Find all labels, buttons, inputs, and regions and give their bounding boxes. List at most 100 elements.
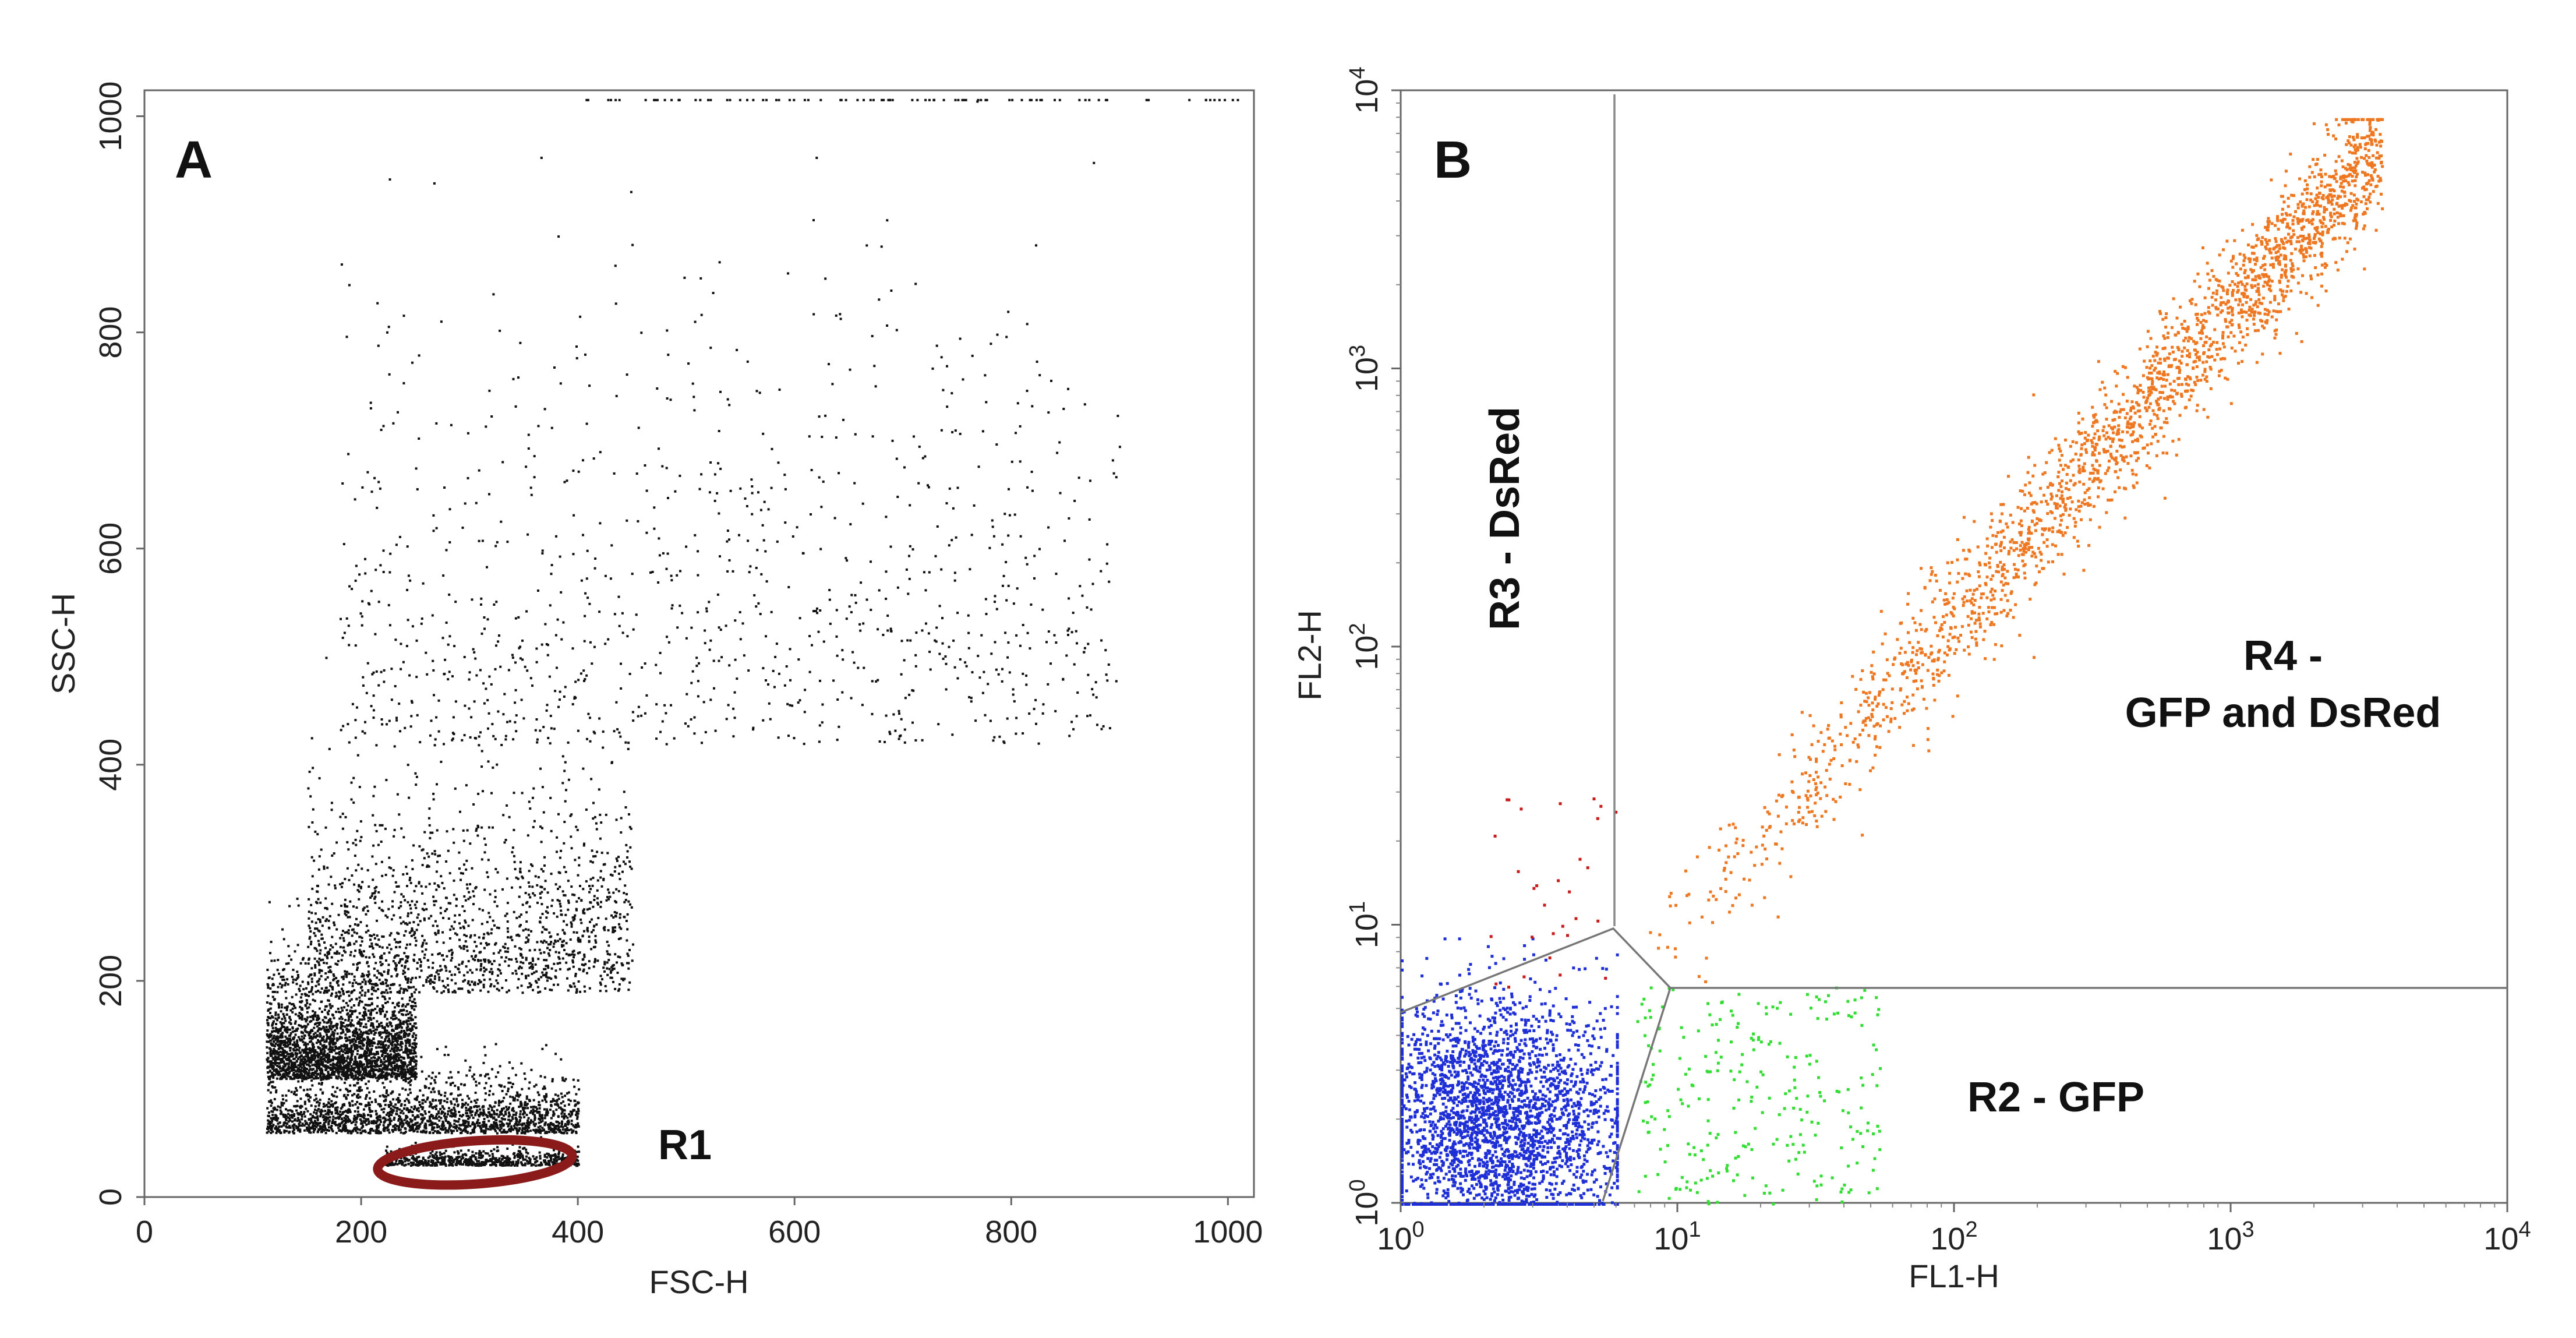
panel-a-point bbox=[314, 1032, 317, 1035]
panel-a-point bbox=[372, 986, 375, 989]
panel-a-point bbox=[386, 1067, 388, 1069]
panel-a-point bbox=[330, 1127, 333, 1129]
panel-a-point bbox=[331, 1037, 334, 1040]
panel-a-point bbox=[266, 969, 269, 971]
panel-a-point bbox=[297, 1070, 300, 1073]
panel-a-point bbox=[462, 1114, 465, 1117]
panel-a-point bbox=[511, 1083, 514, 1085]
panel-a-point bbox=[306, 1031, 309, 1034]
panel-a-point bbox=[383, 1127, 386, 1130]
panel-a-point bbox=[356, 1128, 359, 1131]
panel-a-point bbox=[391, 1061, 394, 1064]
panel-a-point bbox=[391, 1044, 394, 1047]
panel-a-point bbox=[293, 1090, 296, 1093]
panel-a-point bbox=[344, 1125, 347, 1128]
panel-a-point bbox=[433, 1090, 436, 1093]
panel-a-point bbox=[563, 1131, 566, 1134]
panel-a-point bbox=[345, 1064, 348, 1067]
panel-a-point bbox=[309, 1096, 312, 1099]
panel-a-point bbox=[363, 1018, 366, 1021]
panel-a-point bbox=[316, 1030, 319, 1033]
panel-a-point bbox=[453, 1112, 456, 1115]
panel-a-point bbox=[433, 1126, 436, 1129]
panel-a-point bbox=[363, 1031, 365, 1034]
panel-a-point bbox=[407, 1019, 410, 1022]
panel-a-point bbox=[288, 1021, 291, 1024]
panel-a-point bbox=[520, 1062, 523, 1065]
panel-a-point bbox=[296, 1112, 299, 1115]
panel-a-point bbox=[372, 878, 374, 881]
panel-a-point bbox=[404, 966, 407, 969]
panel-a-point bbox=[399, 941, 401, 943]
panel-a-point bbox=[279, 1053, 282, 1056]
panel-a-point bbox=[448, 1125, 451, 1128]
panel-a-point bbox=[397, 1119, 400, 1122]
panel-a-point bbox=[632, 943, 634, 946]
panel-a-point bbox=[397, 1053, 400, 1056]
panel-a-point bbox=[280, 1010, 282, 1013]
panel-a-point bbox=[404, 1127, 407, 1129]
panel-a-point bbox=[473, 1073, 476, 1076]
panel-a-point bbox=[469, 1132, 472, 1135]
panel-a-point bbox=[430, 1115, 433, 1118]
panel-a-point bbox=[347, 990, 350, 993]
panel-a-point bbox=[544, 880, 547, 882]
panel-a-point bbox=[437, 730, 440, 733]
panel-a-point bbox=[348, 1109, 351, 1112]
panel-a-point bbox=[374, 889, 377, 892]
panel-a-point bbox=[393, 1116, 396, 1119]
panel-a-point bbox=[411, 1123, 414, 1126]
panel-a-point bbox=[375, 670, 378, 673]
panel-a-point bbox=[370, 895, 373, 898]
panel-a-point bbox=[332, 1095, 335, 1097]
panel-a-point bbox=[450, 1100, 453, 1103]
panel-a-point bbox=[350, 1006, 353, 1009]
panel-a-point bbox=[282, 1076, 285, 1079]
panel-a-point bbox=[514, 1122, 517, 1125]
panel-a-point bbox=[327, 1129, 330, 1132]
panel-a-point bbox=[361, 972, 364, 975]
panel-a-point bbox=[303, 1072, 306, 1075]
panel-a-point bbox=[362, 1039, 365, 1042]
panel-a-point bbox=[421, 950, 424, 953]
panel-a-point bbox=[561, 1128, 564, 1131]
panel-a-point bbox=[330, 1022, 333, 1025]
panel-a-point bbox=[370, 1053, 373, 1055]
panel-a-point bbox=[375, 744, 378, 747]
panel-a-point bbox=[327, 1113, 330, 1116]
panel-a-point bbox=[411, 976, 414, 979]
panel-a-point bbox=[376, 1028, 378, 1031]
panel-a-point bbox=[411, 1028, 414, 1031]
panel-a-point bbox=[338, 1123, 341, 1126]
panel-a-point bbox=[449, 1093, 452, 1096]
panel-a-point bbox=[454, 991, 457, 994]
panel-a-point bbox=[355, 917, 358, 920]
panel-a-point bbox=[274, 1118, 277, 1121]
panel-a-point bbox=[330, 994, 333, 997]
panel-a-point bbox=[407, 1093, 409, 1096]
panel-a-point bbox=[546, 906, 549, 909]
panel-a-point bbox=[319, 1072, 322, 1075]
panel-a-point bbox=[381, 1004, 384, 1007]
panel-a-point bbox=[561, 1125, 564, 1128]
panel-a-point bbox=[284, 1069, 287, 1072]
panel-a-point bbox=[378, 1023, 380, 1026]
panel-a-point bbox=[547, 1128, 550, 1131]
panel-a-point bbox=[448, 1127, 451, 1130]
panel-a-point bbox=[361, 954, 363, 957]
panel-a-point bbox=[299, 1130, 302, 1133]
panel-a-point bbox=[296, 1039, 299, 1042]
panel-a-point bbox=[411, 1046, 414, 1048]
panel-a-point bbox=[539, 1130, 542, 1133]
panel-a-point bbox=[323, 865, 326, 868]
panel-a-point bbox=[556, 1125, 559, 1128]
panel-a-point bbox=[564, 913, 567, 916]
panel-a-point bbox=[294, 950, 296, 953]
panel-a-point bbox=[370, 988, 373, 991]
panel-a-point bbox=[447, 1054, 450, 1056]
panel-a-point bbox=[385, 1035, 388, 1038]
panel-a-point bbox=[370, 1018, 373, 1021]
panel-a-point bbox=[410, 978, 413, 981]
panel-a-point bbox=[285, 1068, 288, 1071]
panel-a-point bbox=[285, 1058, 288, 1061]
